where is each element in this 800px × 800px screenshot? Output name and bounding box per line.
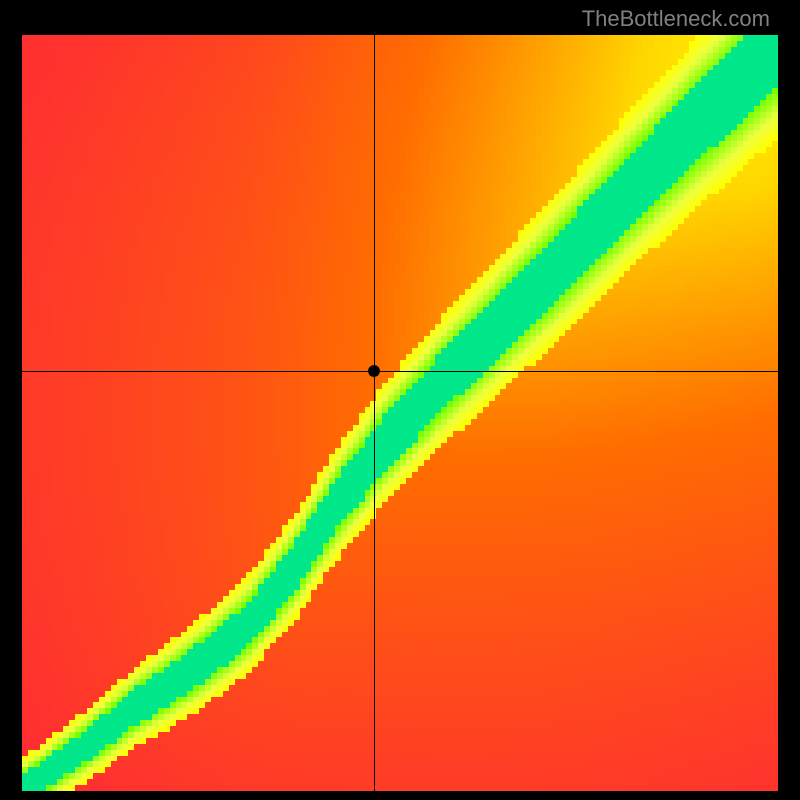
heatmap-canvas (22, 35, 778, 791)
attribution-text: TheBottleneck.com (582, 6, 770, 32)
bottleneck-heatmap (22, 35, 778, 791)
